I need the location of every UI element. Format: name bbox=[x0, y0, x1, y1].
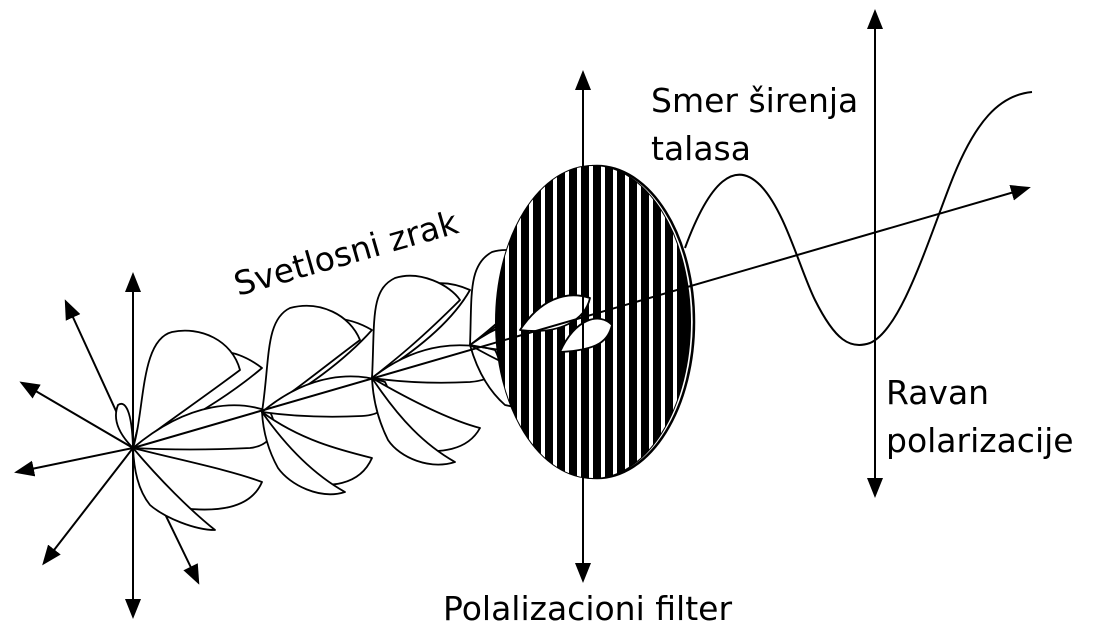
polarizing-filter-disc bbox=[495, 164, 696, 480]
plane-label-line2: polarizacije bbox=[886, 421, 1074, 460]
plane-label-line1: Ravan bbox=[886, 373, 989, 412]
filter-label: Polalizacioni filter bbox=[443, 589, 732, 628]
polarized-wave bbox=[684, 91, 1033, 347]
filter-front-petals bbox=[519, 294, 613, 353]
vector-left-arrow bbox=[14, 447, 134, 477]
vector-left-up-arrow bbox=[19, 381, 134, 449]
propagation-label-line2: talasa bbox=[651, 129, 751, 168]
propagation-axis bbox=[132, 185, 1031, 449]
propagation-label-line1: Smer širenja bbox=[651, 81, 858, 120]
propagation-arrow bbox=[132, 185, 1031, 449]
light-ray-rosettes bbox=[115, 249, 590, 531]
vector-downleft-arrow bbox=[42, 447, 134, 566]
